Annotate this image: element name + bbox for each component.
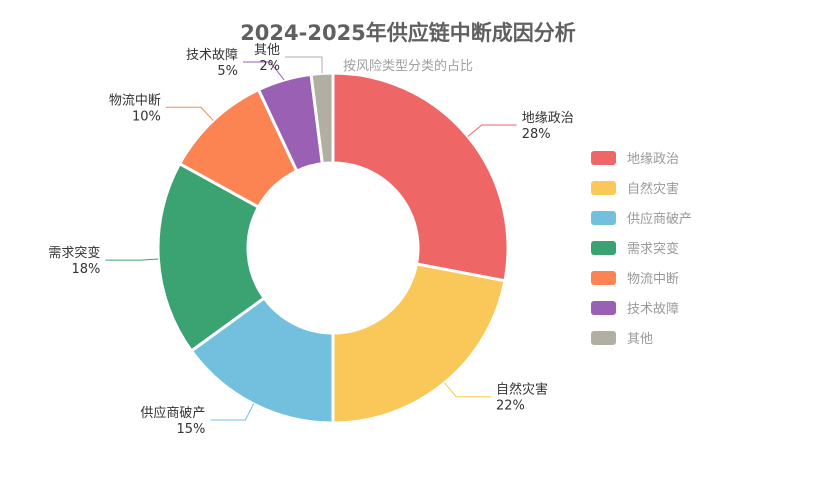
slice-label-name: 自然灾害	[496, 382, 548, 398]
slice-label-name: 地缘政治	[522, 111, 574, 126]
legend-item-3[interactable]: 需求突变	[627, 241, 679, 257]
legend-item-2[interactable]: 供应商破产	[627, 211, 692, 227]
slice-label-value: 5%	[217, 64, 238, 79]
legend-swatch-0[interactable]	[591, 151, 616, 165]
slice-0[interactable]	[331, 71, 510, 283]
slice-1[interactable]	[331, 262, 507, 425]
chart-title: 2024-2025年供应链中断成因分析	[240, 21, 576, 45]
legend-swatch-5[interactable]	[591, 301, 616, 315]
slice-label-value: 28%	[522, 127, 551, 142]
legend-item-0[interactable]: 地缘政治	[627, 152, 679, 167]
chart-subtitle: 按风险类型分类的占比	[343, 58, 473, 74]
slice-label-value: 10%	[132, 109, 161, 124]
slice-label-name: 物流中断	[109, 93, 161, 108]
slice-label-name: 需求突变	[48, 245, 100, 261]
legend-item-6[interactable]: 其他	[627, 332, 653, 347]
slice-6[interactable]	[309, 71, 335, 166]
slice-label-value: 15%	[176, 422, 205, 437]
leader-line-6	[285, 56, 323, 74]
slice-label-value: 18%	[71, 262, 100, 277]
legend-swatch-3[interactable]	[591, 241, 616, 255]
slice-label-name: 供应商破产	[140, 405, 205, 421]
slice-3[interactable]	[156, 162, 266, 353]
legend-item-4[interactable]: 物流中断	[627, 272, 679, 287]
legend-item-5[interactable]: 技术故障	[627, 302, 679, 317]
leader-line-3	[105, 258, 159, 261]
legend-swatch-4[interactable]	[591, 271, 616, 285]
legend-item-1[interactable]: 自然灾害	[627, 181, 679, 197]
slice-label-value: 22%	[496, 399, 525, 414]
leader-line-4	[165, 106, 214, 121]
leader-line-2	[210, 403, 254, 421]
legend-swatch-6[interactable]	[591, 331, 616, 345]
slice-label-value: 2%	[259, 59, 280, 74]
leader-line-0	[467, 124, 517, 137]
slice-label-name: 技术故障	[186, 48, 238, 63]
leader-line-1	[444, 382, 492, 398]
leader-line-5	[243, 61, 285, 81]
slice-label-name: 其他	[254, 43, 280, 58]
legend-swatch-2[interactable]	[591, 211, 616, 225]
legend-swatch-1[interactable]	[591, 181, 616, 195]
